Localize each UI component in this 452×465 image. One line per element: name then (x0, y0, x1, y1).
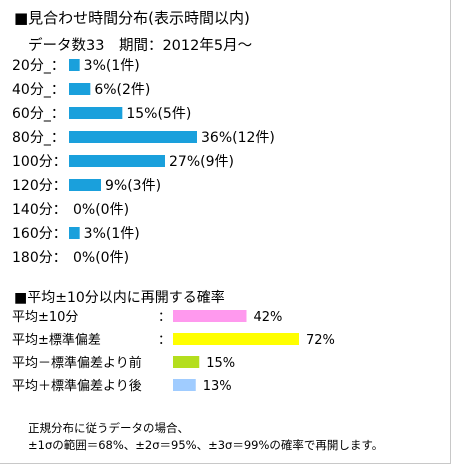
distribution-data-label: 36%(12件) (201, 130, 275, 146)
note-line-2: ±1σの範囲＝68%、±2σ＝95%、±3σ＝99%の確率で再開します。 (28, 438, 384, 452)
probability-category-label: 平均±10分 (12, 310, 78, 325)
probability-bar (173, 310, 247, 322)
distribution-title: ■見合わせ時間分布(表示時間以内) (14, 9, 250, 27)
probability-category-label: 平均±標準偏差 (12, 332, 101, 348)
distribution-category-label: 100分： (12, 154, 67, 170)
probability-data-label: 15% (206, 356, 235, 371)
distribution-bar (69, 83, 91, 95)
distribution-data-label: 9%(3件) (105, 178, 161, 194)
distribution-data-label: 3%(1件) (84, 226, 140, 242)
distribution-category-label: 40分_： (12, 82, 65, 98)
probability-title: ■平均±10分以内に再開する確率 (14, 290, 225, 306)
distribution-category-label: 120分： (12, 178, 67, 194)
probability-category-label: 平均＋標準偏差より後 (12, 378, 142, 394)
distribution-bar (69, 59, 80, 71)
probability-separator: ： (158, 333, 171, 348)
distribution-bar (69, 155, 165, 167)
distribution-category-label: 20分_： (12, 58, 65, 74)
probability-category-label: 平均－標準偏差より前 (12, 355, 142, 371)
probability-bar (173, 333, 299, 345)
distribution-category-label: 180分： (12, 250, 67, 266)
distribution-category-label: 80分_： (12, 130, 65, 146)
distribution-category-label: 160分： (12, 226, 67, 242)
probability-data-label: 13% (203, 379, 232, 394)
distribution-data-label: 0%(0件) (73, 250, 129, 266)
probability-bar (173, 379, 196, 391)
probability-bar (173, 356, 200, 368)
duration-distribution-chart: 20分_： 3%(1件) 40分_： 6%(2件) 60分_： 15%(5件) 80分_： 3… (12, 58, 275, 266)
distribution-data-label: 0%(0件) (73, 202, 129, 218)
distribution-data-label: 15%(5件) (126, 106, 191, 122)
distribution-data-label: 6%(2件) (94, 82, 150, 98)
distribution-data-label: 27%(9件) (169, 154, 234, 170)
distribution-bar (69, 227, 80, 239)
distribution-category-label: 140分： (12, 202, 67, 218)
probability-separator: ： (158, 310, 171, 325)
distribution-bar (69, 179, 101, 191)
probability-data-label: 72% (306, 333, 335, 348)
distribution-category-label: 60分_： (12, 106, 65, 122)
probability-data-label: 42% (254, 310, 283, 325)
note-line-1: 正規分布に従うデータの場合、 (28, 421, 189, 435)
distribution-data-label: 3%(1件) (84, 58, 140, 74)
distribution-bar (69, 131, 197, 143)
data-period-subtitle: データ数33 期間：2012年5月～ (28, 38, 253, 54)
distribution-bar (69, 107, 123, 119)
